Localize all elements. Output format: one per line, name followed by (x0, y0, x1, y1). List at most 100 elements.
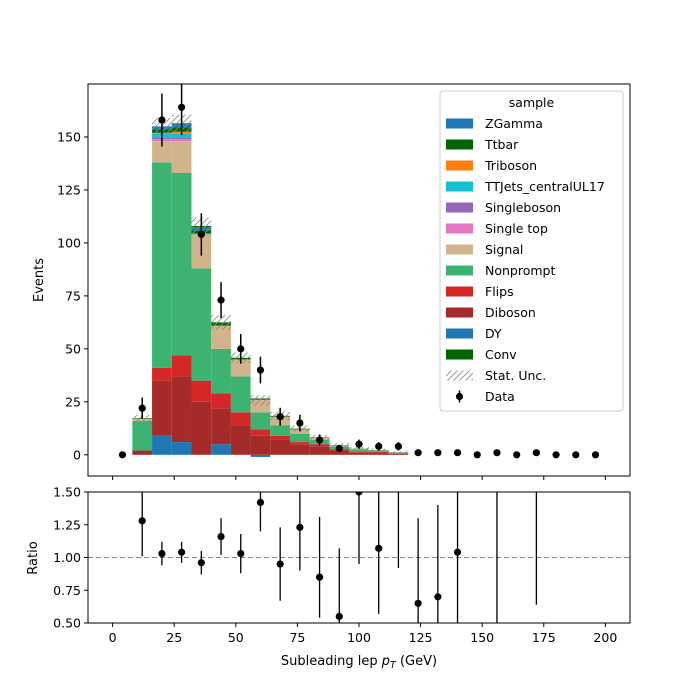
bar-diboson (152, 380, 172, 436)
bar-single-top (171, 139, 192, 142)
data-points (118, 84, 600, 459)
bar-signal (211, 325, 231, 349)
data-point (591, 451, 600, 459)
data-point (434, 449, 442, 457)
data-point (473, 451, 481, 459)
bar-dy (171, 442, 192, 455)
bar-diboson (250, 435, 271, 455)
data-point (237, 345, 245, 353)
ratio-point (138, 517, 146, 525)
x-tick-label: 125 (409, 630, 433, 645)
data-point (394, 442, 403, 450)
legend-label-ttjets-centralul17: TTJets_centralUL17 (484, 179, 605, 194)
stat-unc-bin (211, 314, 231, 330)
y-tick-label: 25 (65, 394, 81, 409)
bar-nonprompt (290, 433, 310, 443)
x-tick-label: 150 (470, 630, 494, 645)
bar-diboson (309, 446, 330, 455)
bar-dy (211, 444, 231, 455)
legend-swatch-zgamma (446, 118, 473, 129)
legend-swatch-diboson (446, 307, 473, 318)
data-point (138, 404, 146, 412)
ratio-plot-panel: 0.50 0.75 1.00 1.25 1.50 0 25 50 75 100 125 150 175… (26, 485, 631, 671)
bar-flips (250, 429, 271, 436)
ratio-point (237, 549, 245, 558)
data-point (335, 444, 343, 453)
legend-label-data: Data (485, 389, 515, 404)
main-y-axis-ticks: 0 25 50 75 100 125 150 (57, 129, 88, 462)
legend-label-ttbar: Ttbar (484, 137, 519, 152)
legend-swatch-single-top (446, 223, 473, 234)
data-point (197, 230, 205, 239)
legend-label-triboson: Triboson (484, 158, 537, 173)
bar-diboson (270, 439, 291, 455)
x-tick-label: 200 (593, 630, 617, 645)
main-x-axis-ticks (112, 476, 606, 480)
legend-swatch-ttjets-centralul17 (446, 181, 473, 192)
data-point (414, 449, 422, 457)
legend-label-zgamma: ZGamma (485, 116, 543, 131)
ratio-point (256, 498, 265, 507)
legend-swatch-dy (446, 328, 473, 339)
ratio-point (197, 559, 205, 567)
legend-title: sample (509, 95, 555, 110)
bar-nonprompt (349, 449, 369, 452)
y-tick-label: 0.75 (53, 583, 81, 598)
ratio-point (178, 548, 186, 556)
ratio-point (315, 573, 324, 581)
bar-diboson (329, 450, 350, 455)
bar-nonprompt (250, 412, 271, 430)
data-point (453, 449, 462, 457)
y-tick-label: 50 (65, 341, 81, 356)
legend-label-stat-unc: Stat. Unc. (485, 368, 546, 383)
legend-marker-data (455, 392, 464, 401)
x-axis-label: Subleading lep pT (GeV) (281, 654, 437, 671)
legend-swatch-singleboson (446, 202, 473, 213)
legend-label-signal: Signal (485, 242, 523, 257)
bar-flips (368, 451, 389, 453)
ratio-point (335, 612, 343, 621)
bar-flips (230, 412, 251, 426)
bar-ttjets-centralul17 (171, 133, 192, 139)
bar-nonprompt (171, 172, 192, 356)
bar-nonprompt (230, 376, 251, 413)
ratio-point (453, 548, 462, 556)
ratio-y-axis-ticks: 0.50 0.75 1.00 1.25 1.50 (53, 485, 88, 631)
stat-unc-bin (388, 451, 409, 454)
data-point (276, 413, 284, 421)
legend-label-dy: DY (485, 326, 502, 341)
bar-flips (349, 451, 369, 453)
bar-flips (191, 380, 212, 402)
bar-diboson (368, 452, 389, 455)
bar-dy (152, 435, 172, 455)
y-tick-label: 150 (57, 129, 81, 144)
main-y-axis-label: Events (32, 258, 47, 302)
bar-signal (152, 141, 172, 163)
legend-label-single-top: Single top (485, 221, 548, 236)
data-point (513, 451, 521, 459)
ratio-point (296, 523, 304, 531)
legend-swatch-stat-unc (446, 370, 473, 381)
main-plot-panel: 0 25 50 75 100 125 150 Events sample ZGamma Ttba… (32, 83, 631, 480)
ratio-x-axis-ticks: 0 25 50 75 100 125 150 175 200 (109, 623, 617, 645)
bar-signal (230, 359, 251, 377)
data-point (552, 451, 560, 459)
data-point (217, 296, 225, 304)
legend-swatch-nonprompt (446, 265, 473, 276)
data-point (296, 419, 304, 427)
legend-box (439, 90, 624, 412)
data-point (493, 449, 501, 457)
legend-swatch-conv (446, 349, 473, 360)
ratio-y-axis-label: Ratio (26, 541, 41, 574)
data-point (178, 103, 186, 111)
bar-diboson (349, 452, 369, 455)
bar-signal (171, 141, 192, 173)
y-tick-label: 1.00 (53, 550, 81, 565)
bar-nonprompt (191, 268, 212, 381)
x-tick-label: 0 (109, 630, 117, 645)
y-tick-label: 75 (65, 288, 81, 303)
data-point (572, 451, 580, 459)
bar-nonprompt (132, 420, 153, 451)
legend-swatch-signal (446, 244, 473, 255)
